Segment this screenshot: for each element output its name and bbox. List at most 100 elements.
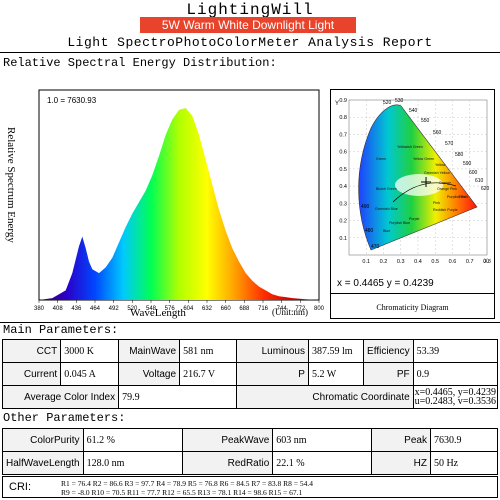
cie-ticks: 0.1 0.2 0.3 0.4 0.5 0.6 0.7 0.8 0.9 0.8 0.7 0.6 0.5 0… [335,98,491,265]
spectrum-x-tick-label: 632 [202,306,213,312]
product-subtitle: 5W Warm White Downlight Light [140,17,356,33]
cie-y-tick-label: 0.8 [339,115,347,121]
cie-region-label: Purplish Blue [389,221,410,225]
cie-wavelength-label: 520 [383,100,392,106]
cct-value: 3000 K [60,339,120,363]
luminous-value: 387.59 lm [307,339,364,363]
pf-value: 0.9 [412,362,499,386]
spectrum-x-tick-label: 464 [90,306,101,312]
spectrum-x-tick-label: 520 [127,306,138,312]
spectrum-area [39,108,319,300]
cie-y-tick-label: 0.1 [339,236,347,242]
report-title: Light SpectroPhotoColorMeter Analysis Re… [67,35,433,50]
luminous-label: Luminous [235,339,309,363]
cri-line-2: R9 = -8.0 R10 = 70.5 R11 = 77.7 R12 = 65… [61,488,303,497]
cie-y-axis-mark: Y [335,101,339,107]
cri-box: CRI: R1 = 76.4 R2 = 86.6 R3 = 97.7 R4 = … [2,476,498,498]
colorpurity-value: 61.2 % [82,428,183,452]
cie-wavelength-label: 550 [421,118,430,124]
cie-x-tick-label: 0.2 [380,259,388,265]
spectrum-unit-label: (Unit:nm) [272,307,308,317]
table-row: Current 0.045 A Voltage 216.7 V P 5.2 W … [1,362,499,386]
spectrum-x-tick-label: 772 [295,306,306,312]
table-row: CCT 3000 K MainWave 581 nm Luminous 387.… [1,339,499,363]
spectrum-x-tick-label: 688 [239,306,250,312]
efficiency-label: Efficiency [362,339,414,363]
voltage-value: 216.7 V [179,362,237,386]
cie-y-tick-label: 0.6 [339,150,347,156]
cri-line-1: R1 = 76.4 R2 = 86.6 R3 = 97.7 R4 = 78.9 … [61,479,313,488]
peak-label-cell: Peak [370,428,431,452]
voltage-label: Voltage [118,362,181,386]
cie-x-tick-label: 0.1 [362,259,370,265]
halfwavelength-label: HalfWaveLength [2,451,84,475]
chromaticity-panel: 0.1 0.2 0.3 0.4 0.5 0.6 0.7 0.8 0.9 0.8 0.7 0.6 0.5 0… [330,89,495,319]
cie-region-label: Orange Pink [437,187,457,191]
main-params-table: CCT 3000 K MainWave 581 nm Luminous 387.… [1,339,499,409]
halfwavelength-value: 128.0 nm [82,451,183,475]
chromaticity-divider [331,293,494,294]
spectrum-x-tick-label: 492 [109,306,120,312]
pf-label: PF [362,362,414,386]
peakwave-value: 603 nm [272,428,372,452]
table-row: Average Color Index 79.9 Chromatic Coord… [1,385,499,409]
chromaticity-point-marker [421,176,432,187]
cie-wavelength-label: 530 [395,98,404,104]
chroma-line-2: u=0.2483, v=0.3536 [414,396,496,407]
cie-region-label: Bluish Green [376,187,397,191]
chromaticity-xy-readout: x = 0.4465 y = 0.4239 [337,278,434,289]
other-params-table: ColorPurity 61.2 % PeakWave 603 nm Peak … [2,428,499,475]
efficiency-value: 53.39 [412,339,499,363]
mainwave-value: 581 nm [179,339,237,363]
cie-region-label: Yellow [435,163,446,167]
cie-wavelength-label: 490 [361,204,370,210]
hz-label: HZ [370,451,431,475]
spectrum-x-tick-label: 380 [34,306,45,312]
current-value: 0.045 A [60,362,120,386]
cie-wavelength-label: 480 [365,228,374,234]
spectrum-x-tick-label: 716 [258,306,269,312]
cie-wavelength-label: 600 [469,170,478,176]
cie-x-tick-label: 0.5 [431,259,439,265]
cie-region-label: Purple [409,217,419,221]
cie-wavelength-label: 570 [445,141,454,147]
mainwave-label: MainWave [118,339,181,363]
cie-wavelength-label: 610 [475,178,484,184]
aci-value: 79.9 [118,385,237,409]
spectrum-x-label: WaveLength [130,307,186,319]
redratio-value: 22.1 % [272,451,372,475]
cct-label: CCT [1,339,62,363]
cie-y-tick-label: 0.7 [339,132,347,138]
spectrum-x-tick-label: 800 [314,306,325,312]
planckian-locus [392,182,457,203]
power-label: P [235,362,309,386]
cie-y-tick-label: 0.4 [339,184,347,190]
cie-y-tick-label: 0.3 [339,201,347,207]
cie-region-label: Blue [383,229,390,233]
cie-region-label: Red [459,195,466,199]
cie-wavelength-label: 470 [371,244,380,250]
redratio-label: RedRatio [181,451,274,475]
spectrum-svg: 380 408 436 464 492 520 548 576 604 632 660 688 716 7… [34,89,325,312]
aci-label: Average Color Index [1,385,120,409]
cie-wavelength-label: 540 [409,108,418,114]
cie-y-tick-label: 0.5 [339,167,347,173]
divider [0,52,500,53]
cie-x-axis-mark: X [484,259,488,265]
brand-title: LightingWill [186,1,314,19]
cie-x-tick-label: 0.6 [449,259,457,265]
spectrum-y-label: Relative Spectrum Energy [5,127,17,243]
peakwave-label: PeakWave [181,428,274,452]
cie-region-label: Green [376,157,386,161]
spectrum-x-tick-label: 408 [53,306,64,312]
cie-region-label: Greenish Yellow [424,171,450,175]
spectrum-chart: Relative Spectrum Energy 380 408 436 464 492… [2,75,327,322]
cie-region-label: Yellow Green [413,157,434,161]
cie-region-label: Greenish Blue [375,207,398,211]
cri-label: CRI: [9,481,31,493]
divider [0,322,500,323]
cie-wavelength-label: 590 [463,161,472,167]
table-row: HalfWaveLength 128.0 nm RedRatio 22.1 % … [2,451,499,475]
cie-region-label: Reddish Purple [433,208,458,212]
